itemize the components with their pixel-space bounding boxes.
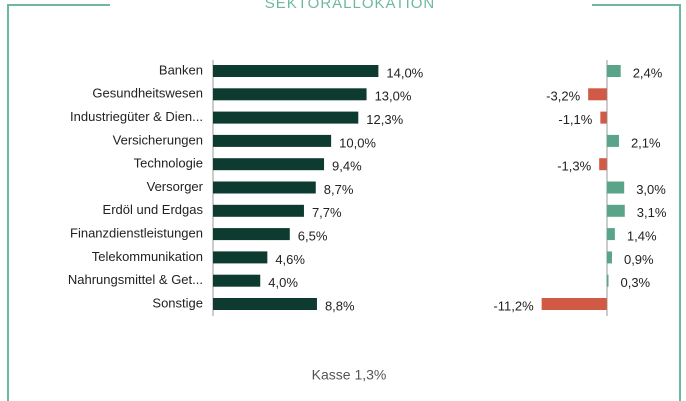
category-label: Sonstige [152,295,203,310]
bar [213,158,325,171]
frame-left [7,4,110,401]
bar [606,65,621,77]
bar [606,274,609,287]
category-label: Erdöl und Erdgas [103,202,204,217]
value-label: 2,4% [633,65,663,80]
bar [213,134,332,147]
value-label: -3,2% [546,89,580,104]
value-label: 9,4% [332,159,362,174]
category-label: Telekommunikation [92,249,203,264]
value-label: 10,0% [339,135,376,150]
chart-title: SEKTORALLOKATION [265,0,436,12]
value-label: 12,3% [366,112,403,127]
value-label: -1,3% [557,159,591,174]
bar [213,298,317,310]
bar [213,88,367,101]
bar [213,274,261,287]
category-label: Banken [159,62,203,77]
value-label: 8,7% [324,182,354,197]
bar [606,181,625,194]
value-label: 13,0% [375,89,412,104]
bar [599,158,607,171]
category-label: Industriegüter & Dien... [70,109,203,124]
bar [213,65,379,77]
value-label: 4,0% [268,275,298,290]
value-label: 0,9% [624,252,654,267]
category-label: Finanzdienstleistungen [70,226,203,241]
value-label: 7,7% [312,205,342,220]
value-label: 6,5% [298,229,328,244]
frame-right [592,4,681,401]
value-label: 1,4% [627,229,657,244]
bar [213,251,268,264]
bar [606,228,615,241]
bar [606,251,612,264]
bar [588,88,607,101]
category-label: Versicherungen [113,132,203,147]
category-label: Versorger [147,179,204,194]
bar [600,111,607,124]
value-label: -1,1% [558,112,592,127]
value-label: 14,0% [386,65,423,80]
value-label: 2,1% [631,135,661,150]
bar [606,134,619,147]
bar [213,228,290,241]
value-label: -11,2% [493,298,534,313]
bar [541,298,607,310]
value-label: 0,3% [620,275,650,290]
annotation: Kasse 1,3% [312,367,387,383]
category-label: Gesundheitswesen [92,86,203,101]
category-label: Nahrungsmittel & Get... [68,272,203,287]
value-label: 3,1% [637,205,667,220]
value-label: 8,8% [325,298,355,313]
bar [606,204,625,217]
bar [213,181,316,194]
value-label: 3,0% [636,182,666,197]
bar [213,111,359,124]
bar [213,204,304,217]
value-label: 4,6% [275,252,305,267]
category-label: Technologie [134,156,203,171]
